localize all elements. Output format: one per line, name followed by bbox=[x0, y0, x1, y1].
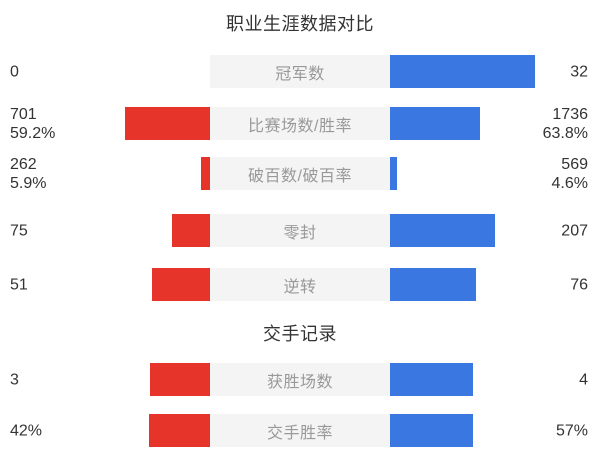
right-value: 4 bbox=[579, 371, 588, 388]
stat-label: 冠军数 bbox=[210, 55, 390, 88]
right-value: 569 4.6% bbox=[551, 155, 588, 192]
stat-row-whitewash: 75 零封 207 bbox=[0, 214, 600, 247]
stat-row-h2h-wins: 3 获胜场数 4 bbox=[0, 363, 600, 396]
left-value: 0 bbox=[10, 63, 19, 80]
stat-label: 比赛场数/胜率 bbox=[210, 107, 390, 140]
left-value: 42% bbox=[10, 422, 43, 439]
stat-row-comebacks: 51 逆转 76 bbox=[0, 268, 600, 301]
right-player-bar bbox=[390, 55, 535, 88]
right-value: 76 bbox=[570, 276, 588, 293]
stat-label: 逆转 bbox=[210, 268, 390, 301]
left-value: 51 bbox=[10, 276, 28, 293]
right-player-bar bbox=[390, 414, 473, 447]
right-value: 1736 63.8% bbox=[542, 105, 588, 142]
stat-label: 获胜场数 bbox=[210, 363, 390, 396]
left-value: 262 5.9% bbox=[10, 155, 47, 192]
left-player-bar bbox=[150, 363, 210, 396]
stat-label: 零封 bbox=[210, 214, 390, 247]
stat-label: 交手胜率 bbox=[210, 414, 390, 447]
left-player-bar bbox=[149, 414, 210, 447]
left-value: 3 bbox=[10, 371, 19, 388]
right-value: 207 bbox=[561, 222, 588, 239]
stat-row-h2h-winrate: 42% 交手胜率 57% bbox=[0, 414, 600, 447]
left-player-bar bbox=[125, 107, 210, 140]
stat-row-centuries: 262 5.9% 破百数/破百率 569 4.6% bbox=[0, 155, 600, 192]
left-player-bar bbox=[172, 214, 210, 247]
right-player-bar bbox=[390, 157, 397, 190]
career-section-title: 职业生涯数据对比 bbox=[226, 14, 374, 34]
stat-label: 破百数/破百率 bbox=[210, 157, 390, 190]
left-player-bar bbox=[152, 268, 210, 301]
right-player-bar bbox=[390, 363, 473, 396]
right-player-bar bbox=[390, 107, 480, 140]
stat-row-matches-winrate: 701 59.2% 比赛场数/胜率 1736 63.8% bbox=[0, 105, 600, 142]
left-value: 701 59.2% bbox=[10, 105, 56, 142]
right-player-bar bbox=[390, 214, 495, 247]
left-value: 75 bbox=[10, 222, 28, 239]
stat-row-championships: 0 冠军数 32 bbox=[0, 55, 600, 88]
right-player-bar bbox=[390, 268, 476, 301]
left-player-bar bbox=[201, 157, 210, 190]
head-to-head-section-title: 交手记录 bbox=[263, 324, 337, 344]
right-value: 32 bbox=[570, 63, 588, 80]
right-value: 57% bbox=[555, 422, 588, 439]
